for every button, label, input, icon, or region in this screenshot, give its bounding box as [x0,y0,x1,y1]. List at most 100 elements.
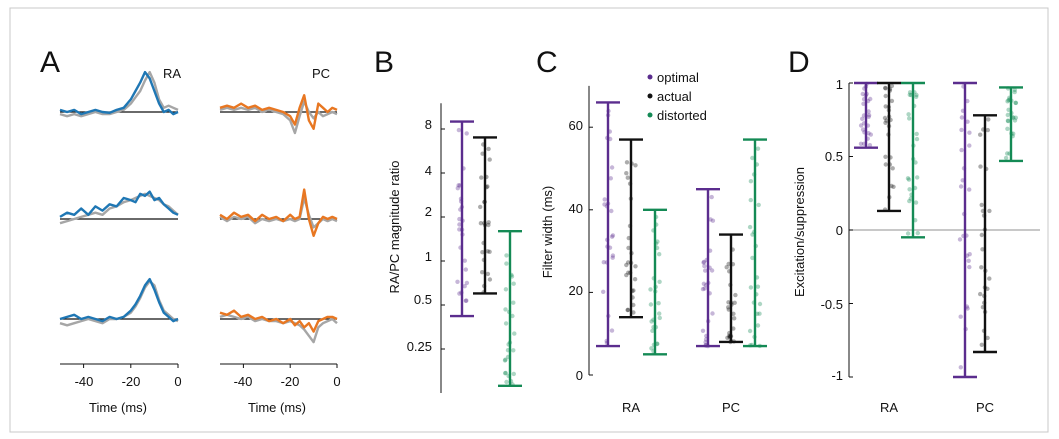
panel-c-point-actual [632,277,638,282]
panel-d-point-actual [890,166,895,171]
panel-a-pc-title: PC [312,66,330,81]
panel-b-point-optimal [462,284,467,289]
panel-d-point-distorted [915,230,920,236]
panel-b-ytick: 4 [425,163,432,178]
panel-d-point-actual [985,127,990,133]
panel-c-point-actual [725,335,730,340]
panel-d-point-optimal [967,252,972,257]
panel-d-point-distorted [914,94,919,100]
panel-c-point-actual [625,175,630,180]
panel-c-ytick: 0 [576,368,583,383]
panel-c-point-optimal [703,268,708,273]
panel-d-point-optimal [958,365,963,370]
panel-b-ytick: 1 [425,249,432,264]
figure-frame [9,7,1049,433]
panel-a-ra-model-trace [59,277,179,323]
panel-b-ytick: 2 [425,204,432,219]
panel-d-point-actual [882,115,888,121]
panel-d-point-actual [979,202,984,208]
panel-d-point-optimal [868,132,873,137]
panel-c-point-optimal [610,253,616,258]
panel-b-point-distorted [511,348,516,353]
panel-b-point-optimal [463,267,468,272]
panel-d-ytick: -0.5 [821,297,843,312]
panel-d-point-distorted [907,92,912,98]
panel-c-point-distorted [750,155,755,161]
panel-a-ra-title: RA [163,66,181,81]
panel-d-point-actual [883,85,888,91]
panel-d-point-actual [985,286,990,291]
panel-c-point-optimal [710,311,715,316]
panel-a-pc-data-trace [219,100,338,135]
panel-b-point-optimal [464,298,469,303]
panel-b-point-actual [480,250,485,255]
panel-c-point-distorted [755,146,761,151]
legend-marker-optimal [647,74,653,80]
panel-c-point-optimal [610,233,616,238]
panel-a-pc-data-trace [219,313,338,344]
panel-c-point-optimal [702,263,707,269]
panel-c-point-actual [733,292,738,298]
panel-d-point-distorted [1012,89,1017,95]
panel-b-point-actual [485,184,490,189]
panel-c-point-actual [626,260,631,265]
panel-d-point-optimal [957,237,963,242]
panel-b-point-distorted [504,253,509,258]
panel-b-ytick: 8 [425,117,432,132]
panel-b-point-distorted [503,321,509,326]
panel-letter-c: C [536,46,558,79]
panel-d-ytick: -1 [831,368,843,383]
panel-d-point-actual [883,154,888,159]
panel-c-ytick: 20 [569,283,583,298]
panel-d-point-actual [978,291,983,297]
panel-b-point-optimal [457,222,462,227]
panel-c-point-actual [726,305,731,310]
panel-d-point-actual [978,164,983,169]
panel-b-point-distorted [511,371,516,377]
panel-a-ra-model-trace [59,70,179,116]
panel-c-point-optimal [701,260,706,265]
panel-c-point-optimal [710,218,716,223]
panel-b-point-actual [485,249,490,254]
panel-c-point-actual [732,316,737,321]
panel-c-ytick: 40 [569,201,583,216]
panel-b-point-actual [487,249,492,254]
panel-b-point-actual [479,175,484,180]
panel-a-pc-model-trace [219,93,338,131]
panel-c-point-distorted [648,287,653,292]
panel-d-point-distorted [1013,100,1019,106]
panel-c-point-distorted [650,328,655,333]
panel-d-point-distorted [915,175,920,180]
panel-c-point-optimal [609,208,614,214]
panel-c-point-actual [633,264,638,269]
panel-d-point-optimal [967,143,972,148]
panel-d-point-distorted [1003,155,1009,161]
panel-b-point-optimal [464,280,470,286]
panel-d-point-distorted [907,116,912,121]
panel-c-point-distorted [655,239,660,244]
panel-b-ylabel: RA/PC magnitude ratio [387,161,402,294]
panel-d-point-distorted [1005,151,1010,156]
panel-b-ytick: 0.25 [407,339,432,354]
panel-d-point-actual [889,83,895,89]
panel-d-point-optimal [967,187,972,192]
panel-b-point-optimal [462,258,467,263]
panel-d-point-distorted [913,160,918,165]
panel-d-point-actual [979,232,984,238]
panel-d-point-optimal [965,119,970,124]
panel-d-point-distorted [1012,118,1018,123]
panel-b-point-optimal [455,186,460,191]
panel-b-point-distorted [511,281,516,286]
panel-a-pc-model-trace [219,309,338,333]
panel-c-point-actual [624,272,629,278]
panel-b-point-actual [487,277,493,282]
panel-b-point-distorted [504,261,509,266]
panel-a-pc-xtick: 0 [333,374,340,389]
panel-b-point-optimal [455,279,460,284]
panel-a-ra-xtick: -40 [75,374,94,389]
panel-letter-b: B [374,46,394,79]
panel-d-ytick: 0.5 [825,149,843,164]
panel-b-point-actual [485,271,491,277]
panel-c-point-distorted [649,346,654,351]
panel-b-point-distorted [504,379,509,385]
